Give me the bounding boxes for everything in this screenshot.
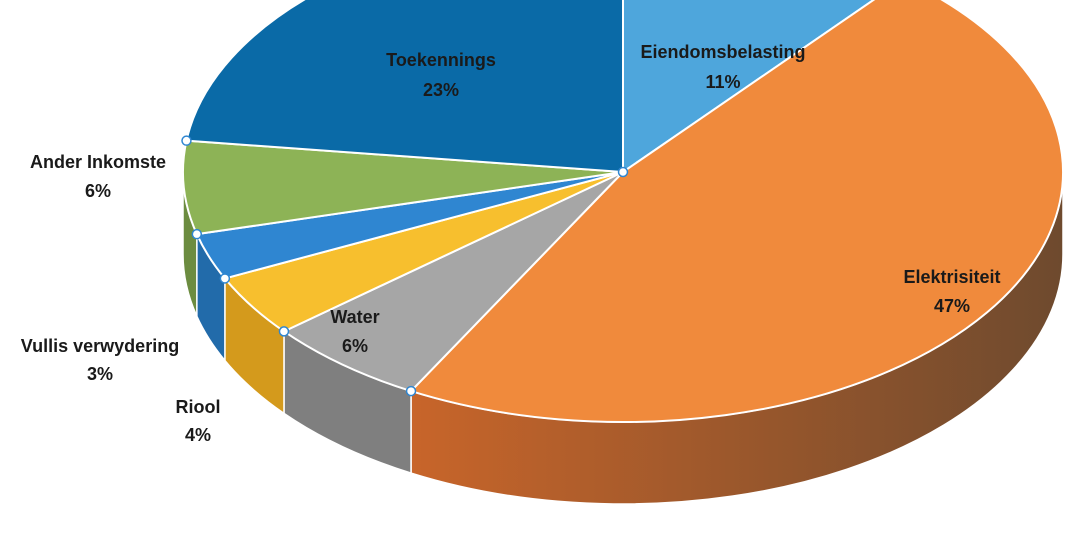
slice-percent-6: 23% [423, 80, 459, 100]
slice-percent-0: 11% [705, 72, 740, 92]
slice-label-2: Water [330, 307, 379, 327]
slice-percent-5: 6% [85, 181, 111, 201]
pie-slice-toekennings[interactable] [185, 0, 624, 174]
pie-top-faces [182, 0, 1064, 423]
slice-label-6: Toekennings [386, 50, 496, 70]
handle-3 [278, 326, 290, 337]
handle-center [617, 166, 629, 178]
handle-4 [219, 273, 231, 284]
slice-label-0: Eiendomsbelasting [640, 42, 805, 62]
selection-handles [181, 135, 629, 397]
slice-percent-4: 3% [87, 364, 113, 384]
slice-percent-1: 47% [934, 296, 970, 316]
handle-2 [405, 385, 417, 397]
pie-slice-eiendomsbelasting[interactable] [622, 0, 903, 174]
handle-5 [191, 228, 203, 240]
handle-6 [181, 135, 192, 146]
slice-percent-3: 4% [185, 425, 211, 445]
slice-percent-2: 6% [342, 336, 368, 356]
slice-label-4: Vullis verwydering [21, 336, 179, 356]
slice-label-5: Ander Inkomste [30, 152, 166, 172]
data-labels: Eiendomsbelasting 11% Elektrisiteit 47% Wate… [21, 42, 1001, 445]
slice-label-3: Riool [176, 397, 221, 417]
slice-label-1: Elektrisiteit [903, 267, 1000, 287]
pie-slice-elektrisiteit[interactable] [409, 0, 1064, 423]
